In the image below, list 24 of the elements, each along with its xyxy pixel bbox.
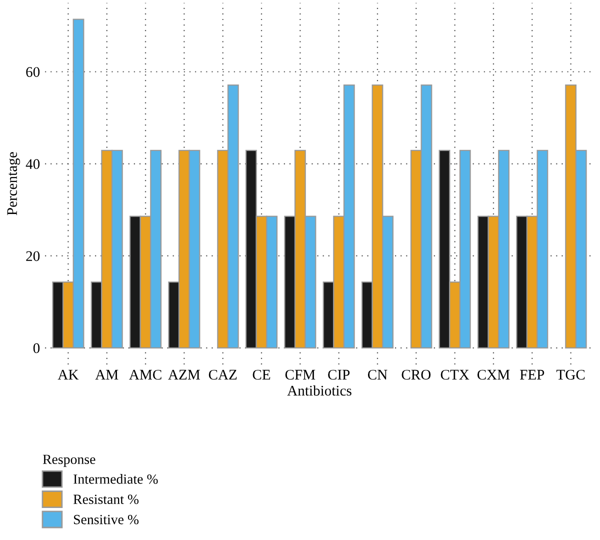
x-tick-label: AK (58, 370, 79, 380)
y-tick-label: 20 (26, 251, 40, 262)
x-tick-label: CXM (477, 370, 510, 380)
x-tick-label: CN (368, 370, 388, 380)
x-tick-label: CAZ (208, 370, 237, 380)
legend-title: Response (42, 454, 96, 467)
legend-label: Resistant % (73, 494, 139, 504)
x-tick-label: CRO (402, 370, 431, 380)
x-tick-label: TGC (556, 370, 585, 380)
x-tick-label: AZM (168, 370, 200, 380)
x-tick-label: AMC (129, 370, 162, 380)
legend-label: Intermediate % (74, 474, 158, 484)
x-tick-label: CIP (328, 370, 350, 380)
y-tick-label: 40 (26, 159, 40, 170)
y-tick-label: 60 (26, 67, 40, 77)
legend-label: Sensitive % (74, 514, 139, 524)
x-tick-label: AM (95, 370, 118, 380)
x-axis-title: Antibiotics (287, 385, 352, 396)
x-tick-label: CE (252, 370, 270, 380)
x-tick-label: FEP (520, 370, 544, 380)
x-tick-label: CFM (285, 370, 316, 380)
y-tick-label: 0 (33, 343, 40, 354)
y-axis-title: Percentage (7, 152, 20, 216)
x-tick-label: CTX (440, 370, 470, 380)
